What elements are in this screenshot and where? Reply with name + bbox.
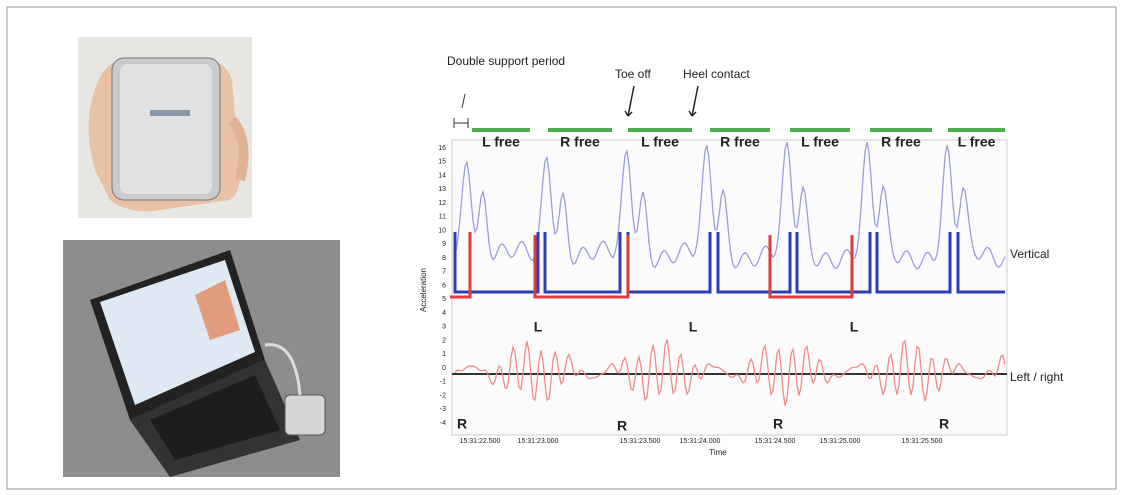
y-tick-label: 15 — [438, 159, 446, 166]
series-label: Left / right — [1010, 370, 1064, 384]
y-tick-label: 8 — [442, 255, 446, 262]
y-tick-label: 14 — [438, 172, 446, 179]
y-tick-label: -4 — [440, 420, 446, 427]
y-tick-label: -1 — [440, 379, 446, 386]
y-tick-label: 13 — [438, 186, 446, 193]
y-tick-label: 10 — [438, 227, 446, 234]
vertical-wave — [454, 141, 1006, 270]
free-label: R free — [881, 134, 921, 150]
y-tick-label: 5 — [442, 296, 446, 303]
r-marker: R — [457, 416, 467, 432]
x-tick-label: 15:31:22.500 — [460, 438, 501, 445]
laptop-photo — [63, 240, 340, 477]
y-tick-label: 2 — [442, 337, 446, 344]
y-tick-label: 11 — [439, 214, 446, 221]
x-tick-label: 15:31:24.500 — [755, 438, 796, 445]
r-marker: R — [939, 416, 949, 432]
l-marker: L — [689, 319, 698, 335]
r-marker: R — [773, 416, 783, 432]
y-tick-label: 4 — [442, 310, 446, 317]
x-axis-label: Time — [709, 448, 727, 457]
y-tick-label: 1 — [442, 351, 446, 358]
free-label: L free — [801, 134, 839, 150]
y-tick-label: 12 — [438, 200, 446, 207]
y-tick-label: 0 — [442, 365, 446, 372]
annotation: Heel contact — [683, 67, 750, 81]
x-tick-label: 15:31:24.000 — [680, 438, 721, 445]
x-tick-label: 15:31:23.500 — [620, 438, 661, 445]
series-label: Vertical — [1010, 247, 1049, 261]
double-support-bracket — [453, 93, 469, 128]
free-label: L free — [958, 134, 996, 150]
y-tick-label: -3 — [440, 406, 446, 413]
y-tick-label: 6 — [442, 282, 446, 289]
free-label: L free — [641, 134, 679, 150]
r-marker: R — [617, 418, 627, 434]
annotation: Double support period — [447, 54, 565, 68]
free-label: R free — [560, 134, 600, 150]
y-tick-label: 3 — [442, 324, 446, 331]
x-tick-label: 15:31:25.500 — [902, 438, 943, 445]
left-right-wave — [454, 339, 1006, 406]
l-marker: L — [534, 319, 543, 335]
free-label: R free — [720, 134, 760, 150]
x-tick-label: 15:31:25.000 — [820, 438, 861, 445]
blue-gait-line — [453, 232, 1005, 294]
y-tick-label: 9 — [442, 241, 446, 248]
y-tick-label: 16 — [438, 145, 446, 152]
red-gait-line — [450, 232, 854, 299]
l-marker: L — [850, 319, 859, 335]
annotation: Toe off — [615, 67, 651, 81]
device-photo — [78, 37, 252, 218]
arrows — [624, 85, 699, 117]
x-tick-label: 15:31:23.000 — [518, 438, 559, 445]
y-tick-label: 7 — [442, 269, 446, 276]
y-axis-label: Acceleration — [419, 268, 428, 312]
y-tick-label: -2 — [440, 392, 446, 399]
free-label: L free — [482, 134, 520, 150]
